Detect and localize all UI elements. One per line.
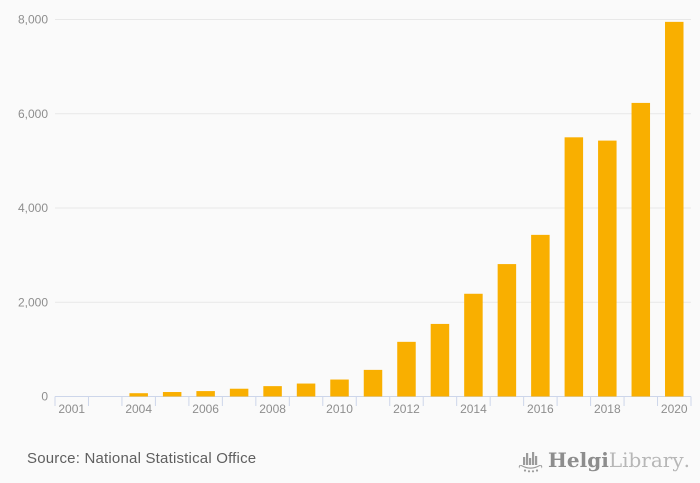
bar: [397, 341, 416, 397]
bar: [263, 386, 282, 397]
brand-library: Library: [608, 448, 684, 472]
bar: [363, 369, 383, 397]
bar-chart: 0 2,000 4,000 6,000 8,000 2001 2004 2006 2008 201…: [18, 13, 692, 416]
brand-dot: .: [683, 448, 690, 472]
x-tick-label: 2004: [125, 402, 152, 416]
bar: [564, 137, 584, 397]
bar: [598, 140, 617, 397]
bar: [531, 234, 550, 397]
y-tick-label: 0: [41, 390, 48, 404]
y-tick-label: 4,000: [18, 201, 48, 215]
x-tick-label: 2001: [58, 402, 85, 416]
x-tick-label: 2006: [192, 402, 219, 416]
bar: [497, 264, 517, 397]
helgi-library-logo: Helgi Library.: [518, 443, 690, 477]
bar: [464, 293, 483, 397]
y-tick-label: 6,000: [18, 107, 48, 121]
x-tick-label: 2012: [393, 402, 420, 416]
x-tick-label: 2020: [661, 402, 688, 416]
source-text: Source: National Statistical Office: [27, 450, 257, 467]
bar: [665, 21, 684, 397]
x-tick-label: 2018: [594, 402, 621, 416]
y-tick-label: 8,000: [18, 13, 48, 27]
x-tick-label: 2016: [527, 402, 554, 416]
viking-ship-icon: [518, 451, 543, 472]
x-tick-label: 2010: [326, 402, 353, 416]
bar: [430, 323, 450, 397]
bar: [162, 392, 182, 397]
x-tick-label: 2008: [259, 402, 286, 416]
bar: [196, 391, 215, 397]
footer: Source: National Statistical Office: [0, 440, 700, 483]
bar: [129, 393, 148, 397]
x-tick-label: 2014: [460, 402, 487, 416]
brand-helgi: Helgi: [548, 448, 609, 472]
bar: [296, 383, 316, 397]
bar: [330, 379, 349, 397]
y-tick-label: 2,000: [18, 295, 48, 309]
bar: [229, 388, 249, 397]
bar: [631, 102, 651, 397]
